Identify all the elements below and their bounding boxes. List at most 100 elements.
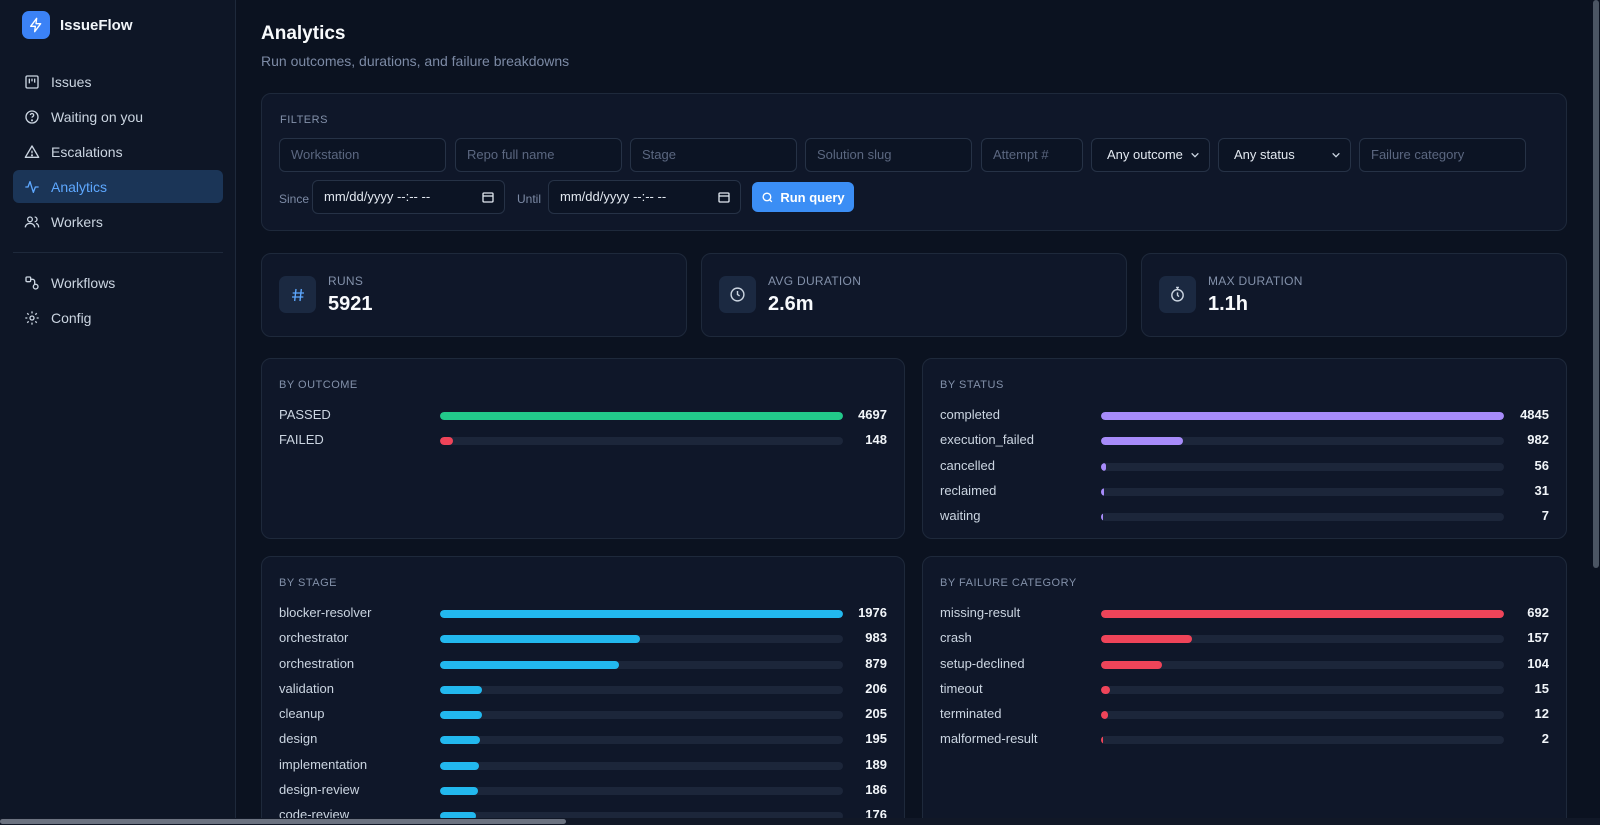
- breakdown-row: blocker-resolver 1976: [279, 602, 887, 627]
- attempt-input[interactable]: Attempt #: [981, 138, 1083, 172]
- app-name: IssueFlow: [60, 16, 133, 34]
- row-label: blocker-resolver: [279, 605, 372, 620]
- status-select[interactable]: Any status: [1218, 138, 1351, 172]
- horizontal-scroll-thumb[interactable]: [0, 819, 566, 824]
- search-icon: [762, 191, 773, 202]
- bar-track: [1101, 685, 1504, 694]
- row-value: 195: [865, 731, 887, 747]
- page-title: Analytics: [261, 23, 346, 44]
- gear-icon: [25, 310, 39, 325]
- row-value: 206: [865, 680, 887, 696]
- row-label: orchestration: [279, 655, 355, 671]
- breakdown-row: cancelled 56: [940, 455, 1549, 480]
- alert-triangle-icon: [24, 144, 40, 158]
- lightning-icon: [22, 11, 50, 39]
- repo-input[interactable]: Repo full name: [455, 138, 622, 172]
- row-label: design: [279, 731, 318, 747]
- chevron-down-icon: [1191, 152, 1199, 158]
- breakdown-row: implementation 189: [279, 754, 887, 779]
- sidebar-item-escalations[interactable]: Escalations: [13, 135, 223, 168]
- clock-icon: [719, 276, 756, 313]
- vertical-scrollbar[interactable]: [1592, 0, 1600, 818]
- bar-fill: [1101, 685, 1110, 694]
- breakdown-row: design-review 186: [279, 779, 887, 804]
- bar-track: [440, 812, 843, 821]
- bar-track: [1101, 513, 1504, 522]
- by-stage-panel: BY STAGE blocker-resolver 1976 orchestrato…: [261, 556, 905, 825]
- panel-title: BY FAILURE CATEGORY: [940, 577, 1077, 589]
- until-label: Until: [517, 192, 542, 206]
- stage-rows: blocker-resolver 1976 orchestrator 983 orche…: [279, 602, 887, 825]
- outcome-rows: PASSED 4697 FAILED 148: [279, 404, 887, 455]
- row-value: 189: [865, 756, 887, 772]
- row-label: crash: [940, 630, 972, 646]
- run-query-label: Run query: [780, 189, 845, 205]
- row-value: 983: [865, 630, 887, 646]
- run-query-button[interactable]: Run query: [752, 182, 854, 212]
- row-value: 104: [1527, 655, 1549, 671]
- sidebar-item-waiting[interactable]: Waiting on you: [13, 100, 223, 133]
- stat-runs: RUNS 5921: [261, 253, 687, 337]
- row-value: 56: [1534, 457, 1549, 473]
- breakdown-row: execution_failed 982: [940, 429, 1549, 454]
- row-value: 1976: [858, 605, 887, 620]
- bar-fill: [440, 711, 482, 720]
- bar-fill: [1101, 487, 1104, 496]
- bar-track: [1101, 610, 1504, 618]
- sidebar-item-config[interactable]: Config: [13, 301, 223, 334]
- until-date-input[interactable]: mm/dd/yyyy --:-- --: [548, 180, 741, 214]
- failure-category-input[interactable]: Failure category: [1359, 138, 1526, 172]
- sidebar-item-workflows[interactable]: Workflows: [13, 266, 223, 299]
- workstation-input[interactable]: Workstation: [279, 138, 446, 172]
- breakdown-row: missing-result 692: [940, 602, 1549, 627]
- bar-fill: [1101, 462, 1106, 471]
- by-status-panel: BY STATUS completed 4845 execution_failed 9…: [922, 358, 1567, 539]
- row-label: reclaimed: [940, 482, 997, 498]
- bar-fill: [1101, 437, 1183, 446]
- row-label: FAILED: [279, 432, 324, 448]
- since-date-input[interactable]: mm/dd/yyyy --:-- --: [312, 180, 505, 214]
- row-value: 4845: [1520, 407, 1549, 422]
- row-value: 157: [1527, 630, 1549, 646]
- row-label: malformed-result: [940, 731, 1038, 747]
- stat-max-duration: MAX DURATION 1.1h: [1141, 253, 1567, 337]
- row-label: terminated: [940, 706, 1002, 722]
- row-label: validation: [279, 680, 334, 696]
- bar-fill: [440, 412, 843, 420]
- calendar-icon[interactable]: [718, 191, 730, 203]
- solution-slug-input[interactable]: Solution slug: [805, 138, 972, 172]
- row-value: 4697: [858, 407, 887, 422]
- bar-track: [440, 635, 843, 644]
- row-label: implementation: [279, 756, 368, 772]
- bar-fill: [440, 761, 479, 770]
- sidebar: IssueFlow Issues Waiting on you Escalati…: [0, 0, 236, 818]
- row-label: PASSED: [279, 407, 331, 422]
- row-value: 2: [1541, 731, 1549, 747]
- sidebar-item-issues[interactable]: Issues: [13, 65, 223, 98]
- failure-rows: missing-result 692 crash 157 setup-declined 1…: [940, 602, 1549, 754]
- bar-fill: [440, 812, 476, 821]
- bar-track: [1101, 711, 1504, 720]
- bar-track: [1101, 660, 1504, 669]
- outcome-select[interactable]: Any outcome: [1091, 138, 1210, 172]
- sidebar-item-analytics[interactable]: Analytics: [13, 170, 223, 203]
- bar-fill: [1101, 736, 1103, 745]
- page-subtitle: Run outcomes, durations, and failure bre…: [261, 53, 570, 69]
- row-label: execution_failed: [940, 432, 1034, 448]
- sidebar-item-label: Escalations: [51, 143, 123, 160]
- panel-title: BY STATUS: [940, 379, 1004, 391]
- vertical-scroll-thumb[interactable]: [1593, 0, 1599, 568]
- horizontal-scrollbar[interactable]: [0, 818, 1600, 825]
- outcome-select-value: Any outcome: [1107, 147, 1183, 162]
- sidebar-item-workers[interactable]: Workers: [13, 205, 223, 238]
- bar-fill: [440, 787, 478, 796]
- stage-input[interactable]: Stage: [630, 138, 797, 172]
- row-value: 205: [865, 706, 887, 722]
- brand[interactable]: IssueFlow: [22, 11, 133, 39]
- calendar-icon[interactable]: [482, 191, 494, 203]
- breakdown-row: validation 206: [279, 678, 887, 703]
- row-value: 148: [865, 432, 887, 448]
- bar-fill: [440, 660, 620, 669]
- bar-fill: [440, 437, 453, 446]
- by-failure-category-panel: BY FAILURE CATEGORY missing-result 692 cra…: [922, 556, 1567, 825]
